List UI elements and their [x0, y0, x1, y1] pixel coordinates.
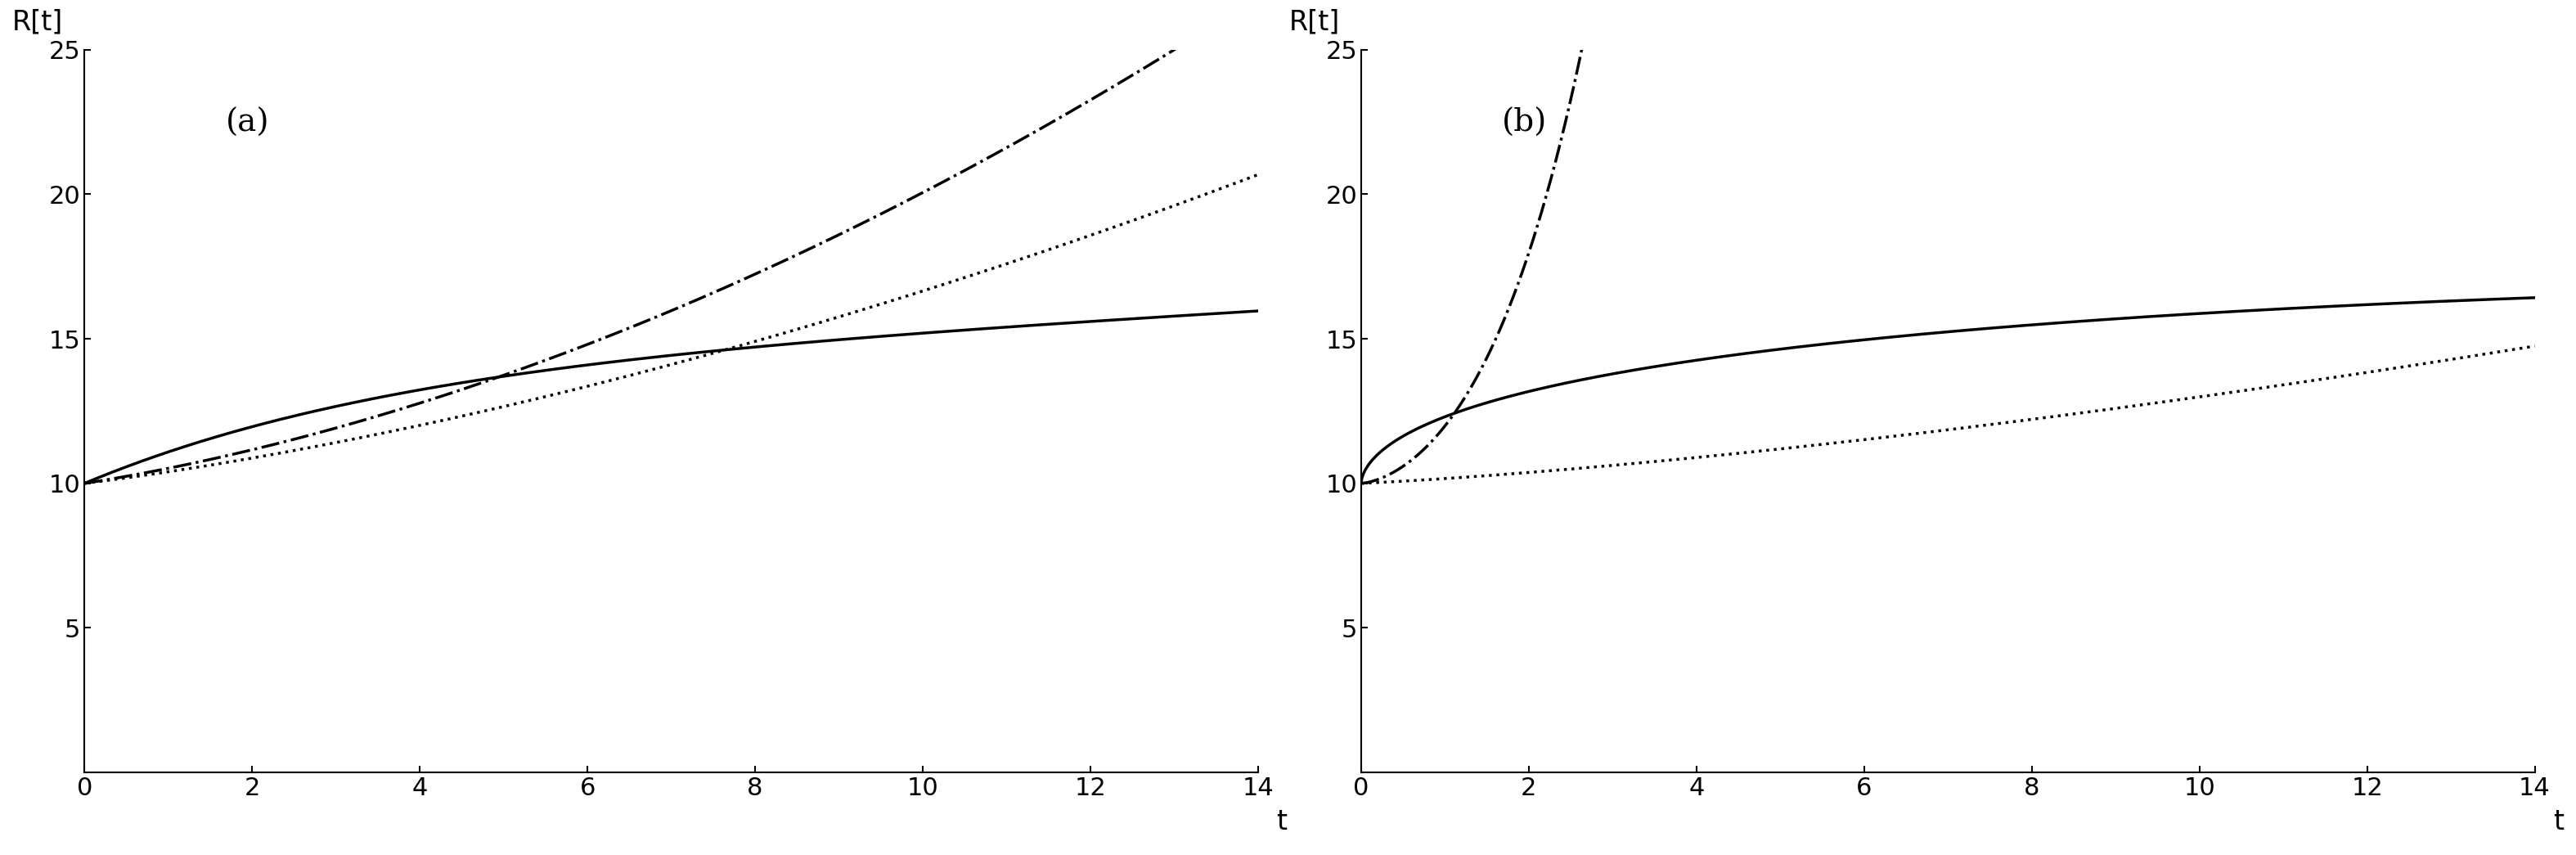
X-axis label: t: t: [1275, 809, 1288, 835]
Y-axis label: R[t]: R[t]: [13, 9, 62, 35]
X-axis label: t: t: [2553, 809, 2563, 835]
Y-axis label: R[t]: R[t]: [1288, 9, 1340, 35]
Text: (a): (a): [224, 108, 268, 138]
Text: (b): (b): [1502, 108, 1548, 138]
